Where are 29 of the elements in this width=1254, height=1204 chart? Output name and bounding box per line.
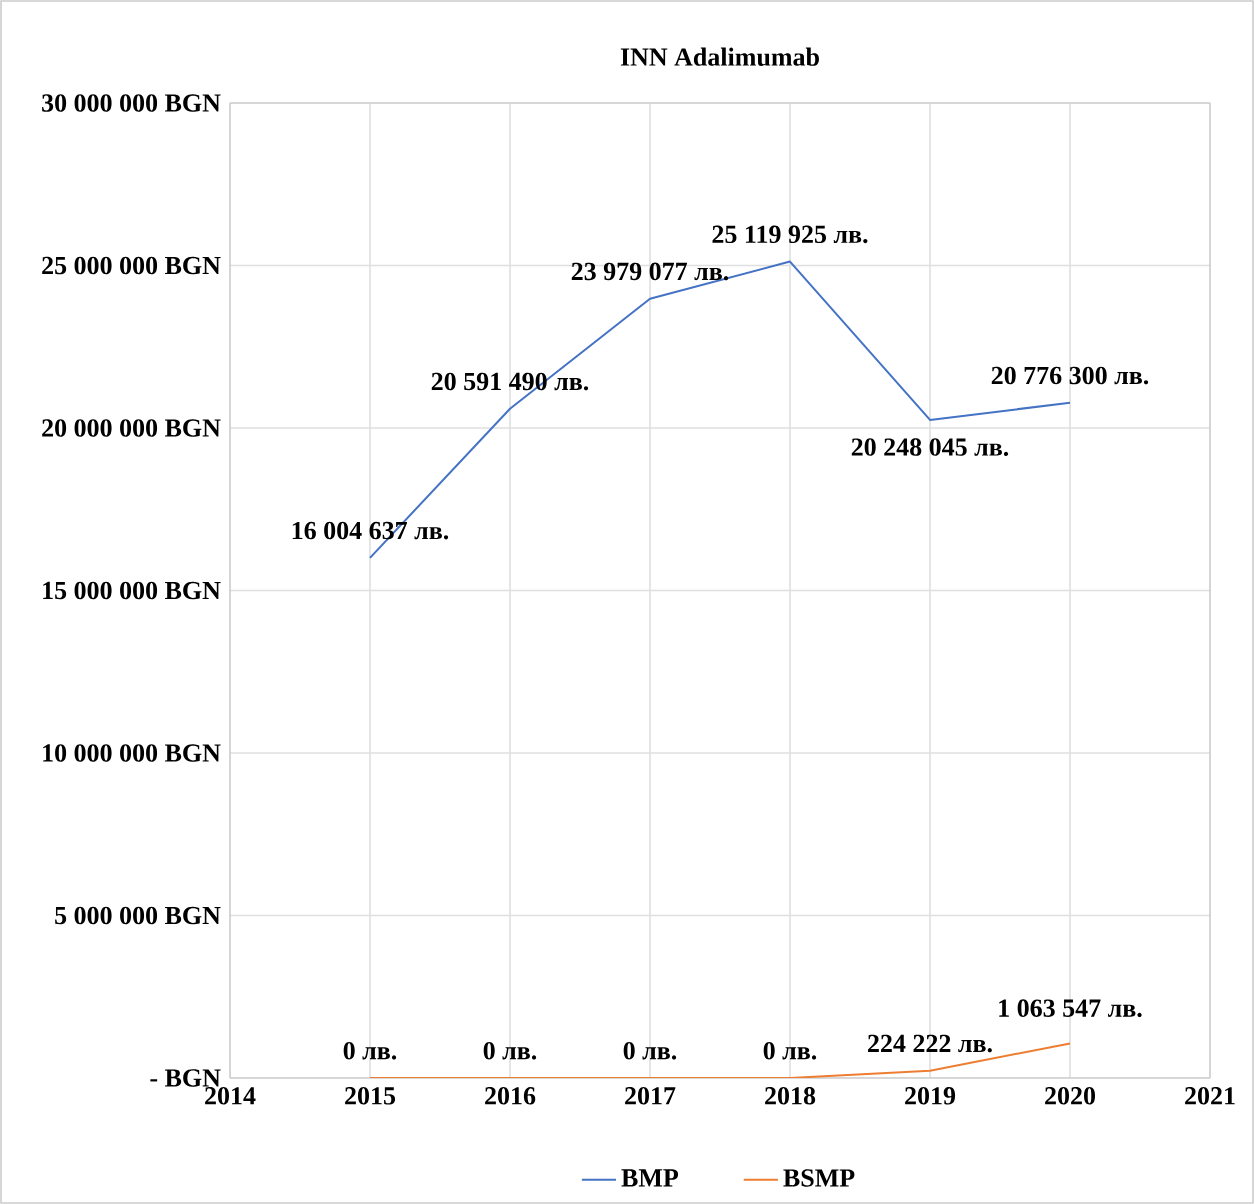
y-tick-label: 10 000 000 BGN [43,744,221,762]
y-tick-label: 20 000 000 BGN [42,419,221,437]
y-tick-label: 5 000 000 BGN [55,906,221,925]
data-label: 0 лв. [483,1041,537,1060]
data-label: 20 591 490 лв. [431,372,589,391]
x-tick-label: 2018 [765,1087,816,1105]
data-label: 20 248 045 лв. [851,438,1009,456]
data-label: 25 119 925 лв. [712,225,868,244]
x-tick-label: 2014 [205,1087,256,1105]
data-label: 0 лв. [343,1041,397,1060]
x-tick-label: 2019 [905,1087,956,1105]
legend-label: BSMP [783,1169,855,1187]
data-label: 23 979 077 лв. [571,262,729,281]
data-label: 0 лв. [623,1041,677,1060]
chart-title: INN Adalimumab [620,47,819,66]
x-tick-label: 2021 [1185,1087,1235,1105]
legend-label: BMP [621,1169,679,1187]
data-label: 1 063 547 лв. [999,999,1142,1018]
data-label: 0 лв. [763,1041,817,1060]
y-tick-label: 25 000 000 BGN [42,256,221,275]
y-tick-label: - BGN [150,1069,221,1087]
x-tick-label: 2017 [625,1087,676,1105]
x-tick-label: 2015 [345,1087,396,1105]
y-tick-label: 30 000 000 BGN [42,94,221,112]
y-tick-label: 15 000 000 BGN [43,581,221,600]
x-tick-label: 2020 [1045,1087,1096,1105]
data-label: 20 776 300 лв. [991,366,1149,385]
x-tick-label: 2016 [485,1087,536,1105]
data-label: 224 222 лв. [868,1034,992,1053]
